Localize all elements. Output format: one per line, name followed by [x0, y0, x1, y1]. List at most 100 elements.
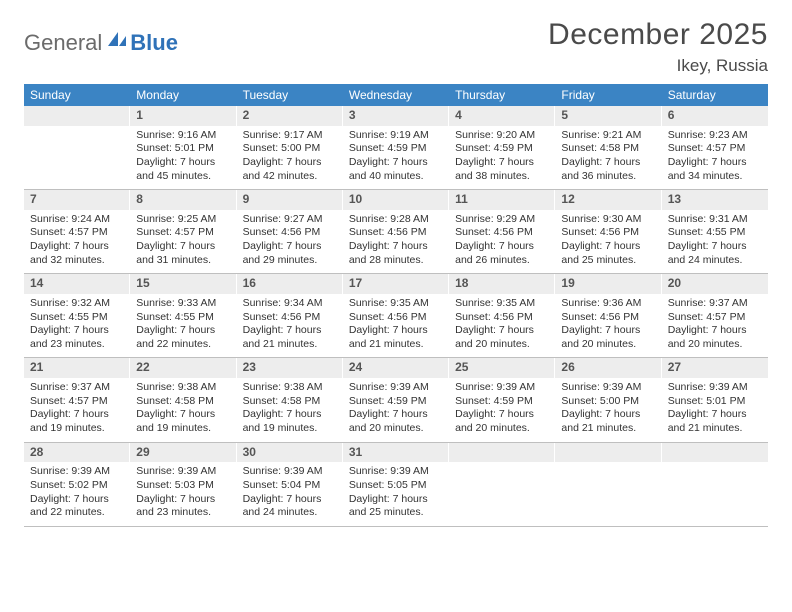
day-cell: 12Sunrise: 9:30 AMSunset: 4:56 PMDayligh…: [555, 190, 661, 273]
sunrise-text: Sunrise: 9:19 AM: [349, 129, 443, 143]
sunrise-text: Sunrise: 9:30 AM: [561, 213, 655, 227]
day-body: Sunrise: 9:39 AMSunset: 5:03 PMDaylight:…: [130, 462, 236, 526]
logo-sail-icon: [106, 30, 128, 48]
sunset-text: Sunset: 5:03 PM: [136, 479, 230, 493]
day-number: 7: [24, 190, 130, 210]
day-body: Sunrise: 9:19 AMSunset: 4:59 PMDaylight:…: [343, 126, 449, 190]
daylight-text: Daylight: 7 hours and 23 minutes.: [136, 493, 230, 520]
sunset-text: Sunset: 4:56 PM: [349, 311, 443, 325]
day-cell: [449, 443, 555, 526]
page-root: General Blue December 2025 Ikey, Russia …: [0, 0, 792, 527]
week-row: 21Sunrise: 9:37 AMSunset: 4:57 PMDayligh…: [24, 358, 768, 442]
sunset-text: Sunset: 4:59 PM: [455, 395, 549, 409]
daylight-text: Daylight: 7 hours and 21 minutes.: [349, 324, 443, 351]
dow-sunday: Sunday: [24, 84, 130, 106]
sunrise-text: Sunrise: 9:28 AM: [349, 213, 443, 227]
sunset-text: Sunset: 5:02 PM: [30, 479, 124, 493]
dow-wednesday: Wednesday: [343, 84, 449, 106]
sunset-text: Sunset: 5:05 PM: [349, 479, 443, 493]
sunset-text: Sunset: 4:57 PM: [668, 142, 762, 156]
sunset-text: Sunset: 4:57 PM: [30, 226, 124, 240]
daylight-text: Daylight: 7 hours and 26 minutes.: [455, 240, 549, 267]
daylight-text: Daylight: 7 hours and 22 minutes.: [30, 493, 124, 520]
dow-monday: Monday: [130, 84, 236, 106]
sunrise-text: Sunrise: 9:39 AM: [349, 465, 443, 479]
sunrise-text: Sunrise: 9:39 AM: [30, 465, 124, 479]
day-number: 24: [343, 358, 449, 378]
day-body: Sunrise: 9:38 AMSunset: 4:58 PMDaylight:…: [237, 378, 343, 442]
day-number: 25: [449, 358, 555, 378]
sunset-text: Sunset: 4:59 PM: [455, 142, 549, 156]
sunrise-text: Sunrise: 9:32 AM: [30, 297, 124, 311]
day-number: 2: [237, 106, 343, 126]
day-body: [662, 462, 768, 471]
daylight-text: Daylight: 7 hours and 22 minutes.: [136, 324, 230, 351]
sunrise-text: Sunrise: 9:21 AM: [561, 129, 655, 143]
day-number: 12: [555, 190, 661, 210]
day-cell: [662, 443, 768, 526]
day-number: [555, 443, 661, 463]
day-cell: 11Sunrise: 9:29 AMSunset: 4:56 PMDayligh…: [449, 190, 555, 273]
daylight-text: Daylight: 7 hours and 31 minutes.: [136, 240, 230, 267]
weeks-container: 1Sunrise: 9:16 AMSunset: 5:01 PMDaylight…: [24, 106, 768, 527]
day-number: 31: [343, 443, 449, 463]
week-row: 14Sunrise: 9:32 AMSunset: 4:55 PMDayligh…: [24, 274, 768, 358]
day-number: 18: [449, 274, 555, 294]
sunset-text: Sunset: 4:56 PM: [455, 311, 549, 325]
day-cell: 8Sunrise: 9:25 AMSunset: 4:57 PMDaylight…: [130, 190, 236, 273]
day-number: 27: [662, 358, 768, 378]
sunset-text: Sunset: 5:01 PM: [668, 395, 762, 409]
day-number: 23: [237, 358, 343, 378]
week-row: 7Sunrise: 9:24 AMSunset: 4:57 PMDaylight…: [24, 190, 768, 274]
day-cell: 13Sunrise: 9:31 AMSunset: 4:55 PMDayligh…: [662, 190, 768, 273]
title-block: December 2025 Ikey, Russia: [548, 18, 768, 76]
day-cell: 27Sunrise: 9:39 AMSunset: 5:01 PMDayligh…: [662, 358, 768, 441]
day-number: 30: [237, 443, 343, 463]
daylight-text: Daylight: 7 hours and 21 minutes.: [561, 408, 655, 435]
sunrise-text: Sunrise: 9:39 AM: [455, 381, 549, 395]
sunrise-text: Sunrise: 9:31 AM: [668, 213, 762, 227]
day-cell: 31Sunrise: 9:39 AMSunset: 5:05 PMDayligh…: [343, 443, 449, 526]
sunset-text: Sunset: 5:04 PM: [243, 479, 337, 493]
month-title: December 2025: [548, 18, 768, 52]
daylight-text: Daylight: 7 hours and 20 minutes.: [455, 324, 549, 351]
day-number: 28: [24, 443, 130, 463]
day-body: Sunrise: 9:28 AMSunset: 4:56 PMDaylight:…: [343, 210, 449, 274]
day-number: 17: [343, 274, 449, 294]
day-body: [555, 462, 661, 471]
day-body: Sunrise: 9:29 AMSunset: 4:56 PMDaylight:…: [449, 210, 555, 274]
sunset-text: Sunset: 4:56 PM: [561, 311, 655, 325]
day-number: 8: [130, 190, 236, 210]
day-body: [24, 126, 130, 135]
day-body: Sunrise: 9:17 AMSunset: 5:00 PMDaylight:…: [237, 126, 343, 190]
sunrise-text: Sunrise: 9:39 AM: [668, 381, 762, 395]
day-body: Sunrise: 9:16 AMSunset: 5:01 PMDaylight:…: [130, 126, 236, 190]
sunset-text: Sunset: 4:56 PM: [561, 226, 655, 240]
day-body: Sunrise: 9:39 AMSunset: 4:59 PMDaylight:…: [343, 378, 449, 442]
sunrise-text: Sunrise: 9:36 AM: [561, 297, 655, 311]
calendar: Sunday Monday Tuesday Wednesday Thursday…: [24, 84, 768, 527]
daylight-text: Daylight: 7 hours and 34 minutes.: [668, 156, 762, 183]
day-number: 6: [662, 106, 768, 126]
daylight-text: Daylight: 7 hours and 20 minutes.: [561, 324, 655, 351]
logo-text-general: General: [24, 30, 102, 56]
day-number: 3: [343, 106, 449, 126]
daylight-text: Daylight: 7 hours and 20 minutes.: [349, 408, 443, 435]
sunset-text: Sunset: 4:58 PM: [243, 395, 337, 409]
daylight-text: Daylight: 7 hours and 36 minutes.: [561, 156, 655, 183]
day-body: Sunrise: 9:39 AMSunset: 5:00 PMDaylight:…: [555, 378, 661, 442]
day-cell: 2Sunrise: 9:17 AMSunset: 5:00 PMDaylight…: [237, 106, 343, 189]
day-number: 20: [662, 274, 768, 294]
day-cell: 16Sunrise: 9:34 AMSunset: 4:56 PMDayligh…: [237, 274, 343, 357]
dow-saturday: Saturday: [662, 84, 768, 106]
week-row: 28Sunrise: 9:39 AMSunset: 5:02 PMDayligh…: [24, 443, 768, 527]
daylight-text: Daylight: 7 hours and 19 minutes.: [30, 408, 124, 435]
sunset-text: Sunset: 4:56 PM: [243, 226, 337, 240]
daylight-text: Daylight: 7 hours and 20 minutes.: [668, 324, 762, 351]
day-cell: 3Sunrise: 9:19 AMSunset: 4:59 PMDaylight…: [343, 106, 449, 189]
day-number: [449, 443, 555, 463]
daylight-text: Daylight: 7 hours and 42 minutes.: [243, 156, 337, 183]
day-body: Sunrise: 9:32 AMSunset: 4:55 PMDaylight:…: [24, 294, 130, 358]
day-number: 9: [237, 190, 343, 210]
day-cell: 23Sunrise: 9:38 AMSunset: 4:58 PMDayligh…: [237, 358, 343, 441]
